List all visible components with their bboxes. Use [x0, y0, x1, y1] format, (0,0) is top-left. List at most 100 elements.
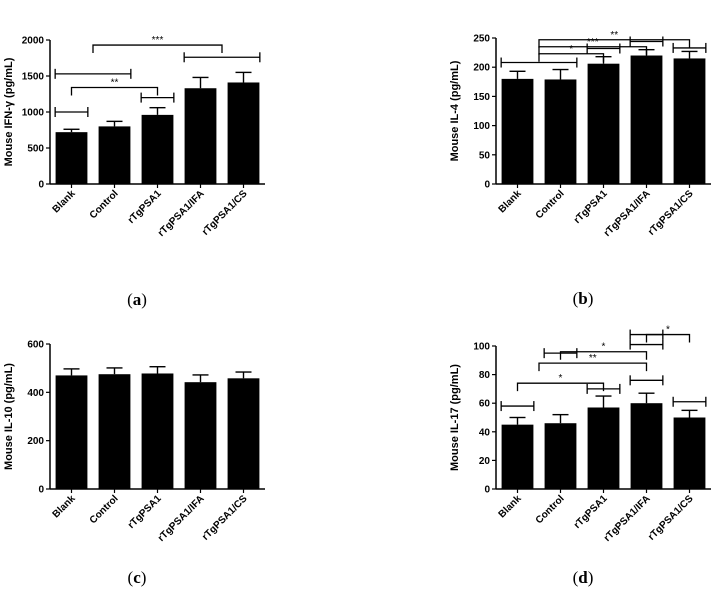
- significance-label: *: [559, 373, 563, 384]
- significance-label: **: [111, 78, 119, 89]
- bar-rtgpsa1-ifa: [184, 88, 217, 184]
- panel-il-17: 0 20 40 60 80 100 Mouse IL-17 (pg/mL) Blank Cont…: [449, 325, 711, 587]
- y-tick-label: 200: [473, 63, 490, 74]
- y-tick-label: 0: [484, 180, 490, 191]
- y-axis-title: Mouse IL-10 (pg/mL): [3, 363, 15, 470]
- x-tick-label: rTgPSA1/IFA: [602, 188, 653, 239]
- x-tick-label: rTgPSA1/CS: [646, 188, 696, 238]
- bar-rtgpsa1-ifa: [630, 55, 663, 184]
- significance-label: ***: [152, 35, 164, 46]
- bar-rtgpsa1-ifa: [184, 382, 217, 489]
- x-tick-label: rTgPSA1: [126, 188, 164, 226]
- bar-rtgpsa1: [587, 63, 620, 184]
- y-tick-label: 250: [473, 34, 490, 45]
- bar-rtgpsa1: [587, 407, 620, 489]
- bar-rtgpsa1-cs: [673, 417, 706, 489]
- caption-paren: ): [141, 290, 147, 309]
- panel-caption: (c): [128, 568, 147, 587]
- panel-caption: (d): [573, 568, 594, 587]
- significance-label: *: [569, 44, 573, 55]
- y-axis-title: Mouse IFN-γ (pg/mL): [3, 57, 15, 166]
- y-tick-label: 600: [27, 340, 44, 351]
- caption-paren: ): [141, 568, 147, 587]
- significance-bracket: [645, 333, 691, 343]
- bar-blank: [501, 78, 534, 184]
- y-tick-label: 60: [479, 399, 491, 410]
- bar-control: [98, 374, 131, 489]
- significance-bracket: [538, 53, 605, 62]
- y-tick-label: 2000: [22, 36, 45, 47]
- bar-rtgpsa1-cs: [673, 58, 706, 184]
- y-tick-label: 50: [479, 150, 491, 161]
- x-tick-label: Blank: [497, 188, 524, 215]
- significance-bracket: [559, 351, 648, 360]
- significance-bracket: [92, 44, 223, 54]
- panel-caption: (a): [127, 290, 147, 309]
- x-tick-label: Control: [88, 188, 121, 221]
- y-axis-title: Mouse IL-4 (pg/mL): [449, 60, 461, 161]
- y-tick-label: 0: [38, 180, 44, 191]
- bar-control: [544, 423, 577, 489]
- panel-il-10: 0 200 400 600 Mouse IL-10 (pg/mL) Blank Contro…: [3, 340, 265, 587]
- significance-label: ***: [587, 37, 599, 48]
- x-tick-label: rTgPSA1: [126, 493, 164, 531]
- significance-label: **: [610, 30, 618, 41]
- y-tick-label: 100: [473, 342, 490, 353]
- bar-rtgpsa1: [141, 373, 174, 489]
- x-tick-label: Blank: [497, 493, 524, 520]
- y-tick-label: 20: [479, 456, 491, 467]
- significance-label: *: [602, 342, 606, 353]
- y-tick-label: 40: [479, 427, 491, 438]
- significance-bracket: [538, 362, 648, 372]
- y-tick-label: 0: [38, 485, 44, 496]
- x-tick-label: rTgPSA1/IFA: [156, 493, 207, 544]
- x-tick-label: rTgPSA1: [572, 188, 610, 226]
- y-tick-label: 500: [27, 144, 44, 155]
- x-tick-label: rTgPSA1/IFA: [602, 493, 653, 544]
- bar-rtgpsa1: [141, 114, 174, 184]
- caption-paren: ): [588, 568, 594, 587]
- x-tick-label: rTgPSA1/IFA: [156, 188, 207, 239]
- x-tick-label: rTgPSA1/CS: [200, 188, 250, 238]
- bar-control: [98, 126, 131, 184]
- panel-il-4: 0 50 100 150 200 250 Mouse IL-4 (pg/mL) Blank Co…: [449, 30, 711, 308]
- caption-letter: c: [133, 568, 141, 587]
- caption-paren: (: [127, 290, 133, 309]
- panel-ifn-gamma: 0 500 1000 1500 2000 Mouse IFN-γ (pg/mL) Blank…: [3, 35, 265, 309]
- bar-blank: [55, 375, 88, 489]
- significance-bracket: [538, 46, 648, 55]
- x-tick-label: rTgPSA1/CS: [646, 493, 696, 543]
- y-tick-label: 1500: [22, 72, 45, 83]
- y-tick-label: 1000: [22, 108, 45, 119]
- y-tick-label: 0: [484, 485, 490, 496]
- bar-rtgpsa1-cs: [227, 82, 260, 184]
- x-tick-label: rTgPSA1: [572, 493, 610, 531]
- significance-label: **: [589, 353, 597, 364]
- caption-paren: (: [573, 289, 579, 308]
- significance-bracket: [70, 86, 159, 96]
- bar-rtgpsa1-ifa: [630, 403, 663, 489]
- x-tick-label: rTgPSA1/CS: [200, 493, 250, 543]
- caption-paren: ): [588, 289, 594, 308]
- caption-paren: (: [128, 568, 134, 587]
- y-tick-label: 80: [479, 370, 491, 381]
- x-tick-label: Blank: [51, 188, 78, 215]
- x-tick-label: Control: [534, 188, 567, 221]
- caption-letter: b: [578, 289, 587, 308]
- bar-blank: [55, 132, 88, 184]
- y-axis-title: Mouse IL-17 (pg/mL): [449, 364, 461, 471]
- y-tick-label: 150: [473, 92, 490, 103]
- x-tick-label: Blank: [51, 493, 78, 520]
- caption-letter: d: [578, 568, 588, 587]
- caption-paren: (: [573, 568, 579, 587]
- x-tick-label: Control: [534, 493, 567, 526]
- y-tick-label: 200: [27, 436, 44, 447]
- significance-bracket: [516, 382, 605, 392]
- panel-caption: (b): [573, 289, 594, 308]
- bar-control: [544, 79, 577, 184]
- y-tick-label: 400: [27, 388, 44, 399]
- caption-letter: a: [133, 290, 142, 309]
- significance-label: *: [666, 325, 670, 336]
- significance-bracket: [538, 39, 691, 48]
